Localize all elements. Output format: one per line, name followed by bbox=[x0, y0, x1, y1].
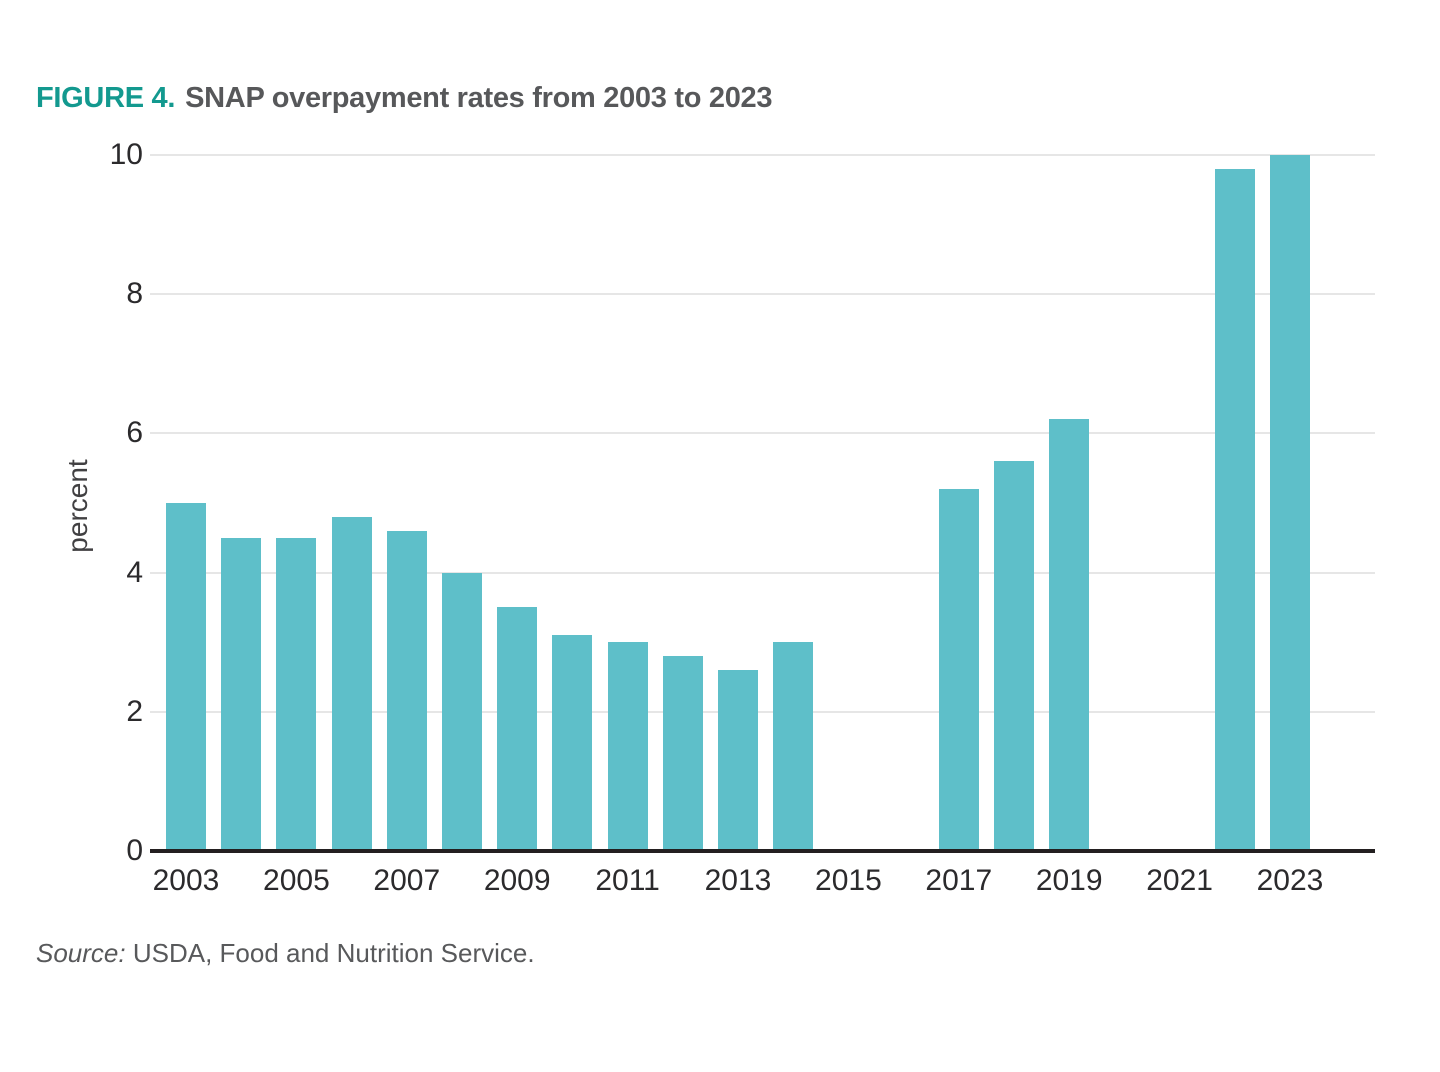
gridline-8 bbox=[150, 293, 1375, 296]
gridline-10 bbox=[150, 154, 1375, 156]
x-tick-2023: 2023 bbox=[1256, 864, 1324, 897]
y-tick-10: 10 bbox=[109, 138, 143, 171]
source-prefix: Source: bbox=[36, 938, 126, 968]
gridline-6 bbox=[150, 432, 1375, 435]
bar-2008 bbox=[442, 572, 482, 851]
bar-2017 bbox=[938, 489, 979, 851]
bar-2009 bbox=[497, 607, 538, 851]
y-axis-title: percent bbox=[62, 459, 93, 553]
bar-2007 bbox=[386, 530, 427, 851]
x-tick-2009: 2009 bbox=[483, 864, 551, 897]
bar-2006 bbox=[331, 516, 372, 851]
source-text: USDA, Food and Nutrition Service. bbox=[125, 938, 535, 968]
bar-2018 bbox=[994, 461, 1034, 851]
x-tick-2007: 2007 bbox=[373, 864, 441, 897]
x-tick-2019: 2019 bbox=[1035, 864, 1103, 897]
x-tick-2021: 2021 bbox=[1146, 864, 1213, 897]
x-tick-2005: 2005 bbox=[263, 864, 330, 897]
gridline-2 bbox=[150, 710, 1375, 713]
plot-area bbox=[150, 154, 1375, 851]
x-axis-line bbox=[150, 849, 1375, 853]
x-tick-2013: 2013 bbox=[704, 864, 772, 897]
x-tick-2017: 2017 bbox=[925, 864, 993, 897]
bar-2023 bbox=[1270, 155, 1310, 851]
bar-2003 bbox=[166, 503, 206, 851]
source-note: Source: USDA, Food and Nutrition Service… bbox=[36, 938, 535, 969]
figure-label: FIGURE 4. bbox=[36, 82, 176, 114]
bar-2004 bbox=[221, 537, 262, 851]
bar-2013 bbox=[718, 670, 758, 851]
figure-title-text: SNAP overpayment rates from 2003 to 2023 bbox=[185, 82, 773, 114]
bar-2005 bbox=[276, 537, 317, 851]
gridline-4 bbox=[150, 571, 1375, 574]
bar-2019 bbox=[1049, 419, 1090, 851]
figure-title: FIGURE 4. SNAP overpayment rates from 200… bbox=[36, 82, 772, 115]
bar-2010 bbox=[552, 635, 593, 851]
y-tick-4: 4 bbox=[126, 555, 143, 589]
bar-2022 bbox=[1214, 168, 1255, 851]
x-tick-2015: 2015 bbox=[815, 864, 882, 897]
x-tick-2003: 2003 bbox=[152, 864, 220, 897]
bar-2011 bbox=[607, 642, 648, 851]
y-tick-6: 6 bbox=[126, 416, 143, 450]
y-tick-0: 0 bbox=[126, 834, 143, 867]
y-tick-2: 2 bbox=[126, 694, 143, 728]
y-tick-8: 8 bbox=[126, 277, 143, 311]
bar-2014 bbox=[773, 642, 814, 851]
x-tick-2011: 2011 bbox=[595, 864, 660, 897]
bar-2012 bbox=[662, 656, 703, 851]
